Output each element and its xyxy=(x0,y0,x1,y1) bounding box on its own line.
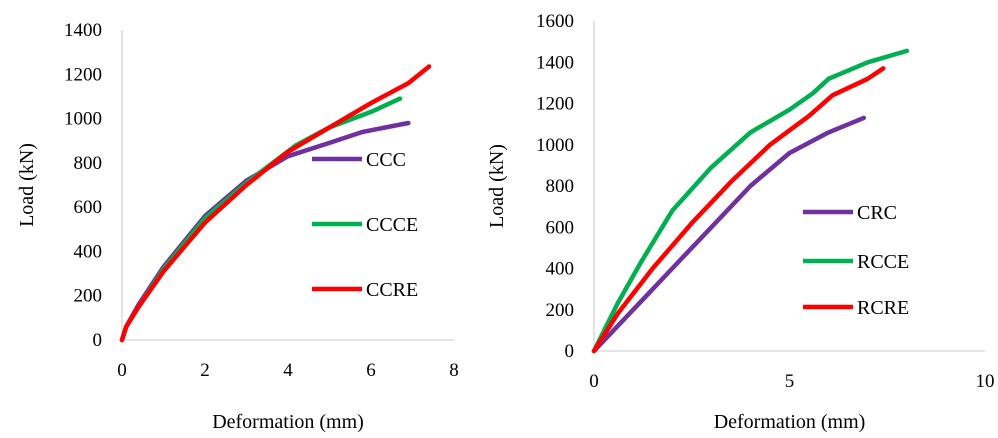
y-tick-label: 800 xyxy=(74,153,103,174)
x-tick-label: 2 xyxy=(200,360,210,381)
legend-label-ccce: CCCE xyxy=(366,214,418,236)
y-tick-label: 1200 xyxy=(64,64,102,85)
y-tick-label: 200 xyxy=(546,300,575,321)
y-tick-label: 800 xyxy=(546,176,575,197)
y-tick-label: 0 xyxy=(565,341,575,362)
x-tick-label: 0 xyxy=(589,371,599,392)
chart-panel-2: 0 200 400 600 800 1000 1200 1400 1600 0 5 10 Deforma… xyxy=(486,11,995,433)
y-tick-label: 1400 xyxy=(64,20,102,41)
x-tick-label: 6 xyxy=(366,360,376,381)
series-line-ccre xyxy=(119,64,432,343)
x-axis-label: Deformation (mm) xyxy=(212,411,364,433)
y-tick-label: 1000 xyxy=(536,135,574,156)
legend-label-ccc: CCC xyxy=(366,149,406,171)
series-line-crc xyxy=(591,115,867,354)
x-tick-label: 0 xyxy=(117,360,127,381)
legend-label-ccre: CCRE xyxy=(366,279,418,301)
y-tick-label: 1200 xyxy=(536,94,574,115)
y-tick-label: 600 xyxy=(74,197,103,218)
y-axis-label: Load (kN) xyxy=(486,144,508,228)
x-tick-label: 5 xyxy=(785,371,795,392)
y-tick-label: 200 xyxy=(74,286,103,307)
y-tick-label: 1400 xyxy=(536,52,574,73)
x-tick-label: 8 xyxy=(449,360,459,381)
x-tick-label: 10 xyxy=(976,371,995,392)
y-tick-label: 600 xyxy=(546,217,575,238)
y-tick-label: 400 xyxy=(74,241,103,262)
legend-label-rcre: RCRE xyxy=(857,297,909,319)
x-tick-label: 4 xyxy=(283,360,293,381)
y-tick-label: 1000 xyxy=(64,109,102,130)
y-axis-label: Load (kN) xyxy=(16,143,38,227)
y-tick-label: 1600 xyxy=(536,11,574,32)
legend-label-crc: CRC xyxy=(857,202,897,224)
series-line-rcre xyxy=(591,66,886,354)
chart-panel-1: 0 200 400 600 800 1000 1200 1400 0 2 4 6 8 Deformatio… xyxy=(16,20,459,433)
series-line-rcce xyxy=(591,48,910,354)
y-tick-label: 0 xyxy=(93,330,103,351)
legend-label-rcce: RCCE xyxy=(857,251,909,273)
x-axis-label: Deformation (mm) xyxy=(714,411,866,433)
y-tick-label: 400 xyxy=(546,259,575,280)
